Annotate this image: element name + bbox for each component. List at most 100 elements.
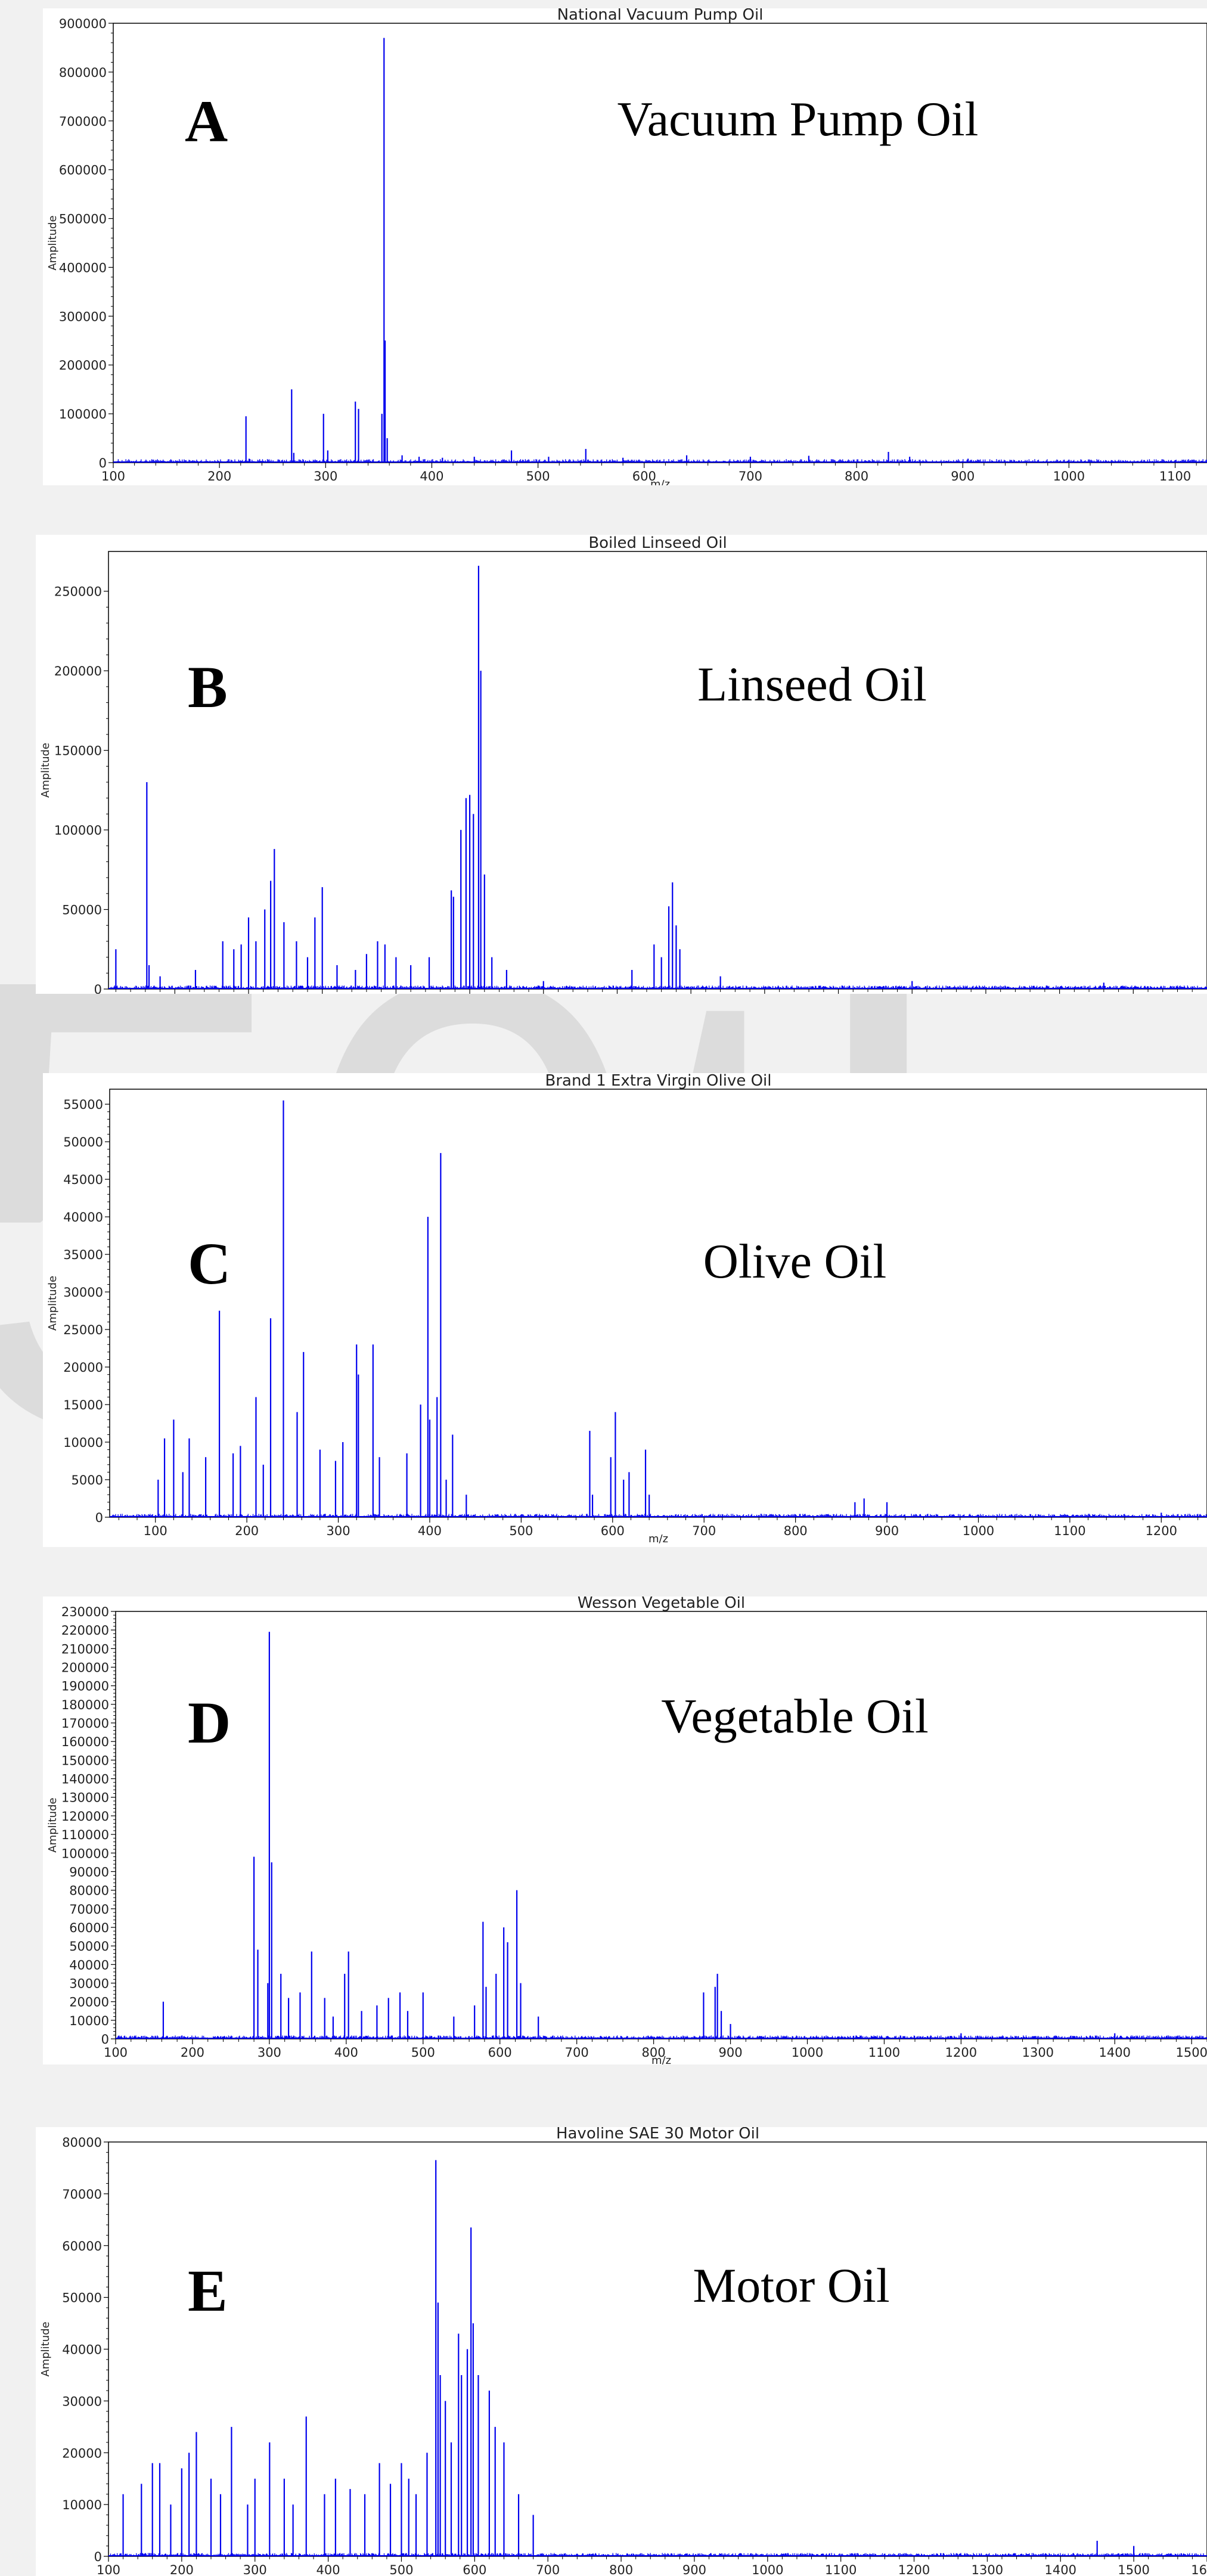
x-tick-label: 1300 [1022,2045,1054,2060]
y-tick-label: 210000 [61,1642,109,1656]
panel-label-e: Motor Oil [693,2258,890,2312]
x-tick-label: 200 [170,2563,194,2576]
y-tick-label: 800000 [59,66,107,80]
y-tick-label: 700000 [59,114,107,129]
x-tick-label: 1000 [963,1524,994,1538]
y-tick-label: 5000 [72,1473,103,1487]
y-tick-label: 10000 [63,1436,103,1450]
y-tick-label: 200000 [54,664,102,678]
x-axis-label: m/z [651,2054,671,2064]
panel-letter-d: D [188,1690,231,1756]
y-tick-label: 140000 [61,1772,109,1787]
x-tick-label: 600 [488,2045,512,2060]
y-tick-label: 40000 [69,1958,109,1972]
plot-frame [108,551,1207,990]
y-tick-label: 110000 [61,1828,109,1842]
y-tick-label: 0 [95,1511,103,1525]
y-tick-label: 100000 [54,823,102,838]
x-tick-label: 700 [692,1524,716,1538]
spectrum-chart-e: Havoline SAE 30 Motor Oil 0 10000 20000 3000… [39,2127,1207,2576]
y-tick-label: 25000 [63,1323,103,1337]
y-tick-label: 20000 [69,1995,109,2010]
y-tick-label: 10000 [62,2498,102,2512]
panel-letter-c: C [188,1230,231,1297]
y-tick-label: 150000 [61,1753,109,1768]
x-tick-label: 300 [243,2563,267,2576]
y-tick-label: 45000 [63,1173,103,1187]
chart-title: Brand 1 Extra Virgin Olive Oil [545,1073,771,1090]
y-tick-label: 100000 [61,1846,109,1861]
x-tick-label: 100 [97,2563,120,2576]
y-axis-label: Amplitude [39,743,52,798]
y-tick-label: 150000 [54,744,102,758]
y-axis-label: Amplitude [39,2321,52,2376]
x-tick-label: 900 [875,1524,899,1538]
y-tick-label: 20000 [63,1360,103,1375]
panel-label-d: Vegetable Oil [661,1689,929,1743]
panel-e: Havoline SAE 30 Motor Oil 0 10000 20000 3000… [36,2127,1207,2576]
y-tick-label: 20000 [62,2446,102,2460]
spectrum-chart-a: National Vacuum Pump Oil 0 100000 200000 300… [46,8,1207,485]
x-tick-label: 500 [389,2563,413,2576]
x-tick-label: 100 [101,469,125,483]
x-tick-label: 400 [418,1524,442,1538]
x-tick-label: 400 [420,469,443,483]
y-tick-label: 500000 [59,212,107,227]
x-tick-label: 1100 [825,2563,857,2576]
panel-label-c: Olive Oil [703,1234,887,1288]
y-axis-label: Amplitude [46,215,59,270]
panel-letter-e: E [188,2258,228,2324]
x-tick-label: 1300 [972,2563,1003,2576]
x-tick-label: 1600 [1191,2563,1207,2576]
x-tick-label: 500 [526,469,550,483]
y-tick-label: 600000 [59,163,107,178]
y-tick-label: 300000 [59,309,107,324]
x-tick-label: 700 [565,2045,589,2060]
x-tick-label: 600 [601,1524,625,1538]
x-tick-label: 1400 [1045,2563,1076,2576]
x-tick-label: 700 [739,469,762,483]
y-tick-label: 15000 [63,1398,103,1412]
x-tick-label: 1200 [1146,1524,1177,1538]
panel-letter-b: B [188,654,228,720]
x-tick-label: 200 [181,2045,204,2060]
y-tick-label: 60000 [69,1921,109,1935]
x-tick-label: 100 [144,1524,167,1538]
x-axis-label: m/z [649,1533,668,1545]
panel-label-b: Linseed Oil [697,657,927,711]
spectrum-chart-c: Brand 1 Extra Virgin Olive Oil 0 5000 10000… [46,1073,1207,1545]
x-tick-label: 600 [632,469,656,483]
panel-letter-a: A [185,88,228,154]
x-tick-label: 800 [609,2563,633,2576]
x-tick-label: 700 [536,2563,560,2576]
y-tick-label: 30000 [62,2394,102,2408]
y-tick-label: 50000 [63,1135,103,1149]
y-tick-label: 220000 [61,1623,109,1638]
x-tick-label: 1500 [1118,2563,1149,2576]
panel-a: National Vacuum Pump Oil 0 100000 200000 300… [43,8,1207,485]
y-tick-label: 60000 [62,2239,102,2253]
y-tick-label: 0 [99,456,107,470]
chart-title: Havoline SAE 30 Motor Oil [556,2127,759,2143]
chart-title: National Vacuum Pump Oil [557,8,764,24]
x-tick-label: 900 [682,2563,706,2576]
y-tick-label: 0 [94,2550,102,2564]
x-tick-label: 500 [411,2045,435,2060]
x-tick-label: 1100 [1054,1524,1085,1538]
x-tick-label: 600 [463,2563,486,2576]
y-tick-label: 30000 [63,1285,103,1300]
y-tick-label: 30000 [69,1976,109,1991]
x-tick-label: 1000 [792,2045,823,2060]
y-axis-label: Amplitude [46,1797,59,1852]
y-tick-label: 70000 [62,2187,102,2202]
x-tick-label: 1400 [1099,2045,1131,2060]
panel-b: Boiled Linseed Oil 0 50000 100000 150000 2000… [36,535,1207,994]
panel-c: Brand 1 Extra Virgin Olive Oil 0 5000 10000… [43,1073,1207,1547]
spectrum-chart-b: Boiled Linseed Oil 0 50000 100000 150000 2000… [39,535,1207,994]
spectrum-chart-d: Wesson Vegetable Oil 0 10000 20000 30000 4000… [46,1597,1207,2064]
y-tick-label: 0 [94,982,102,994]
y-tick-label: 900000 [59,17,107,31]
x-tick-label: 200 [207,469,231,483]
y-tick-label: 170000 [61,1716,109,1731]
y-tick-label: 40000 [62,2343,102,2357]
